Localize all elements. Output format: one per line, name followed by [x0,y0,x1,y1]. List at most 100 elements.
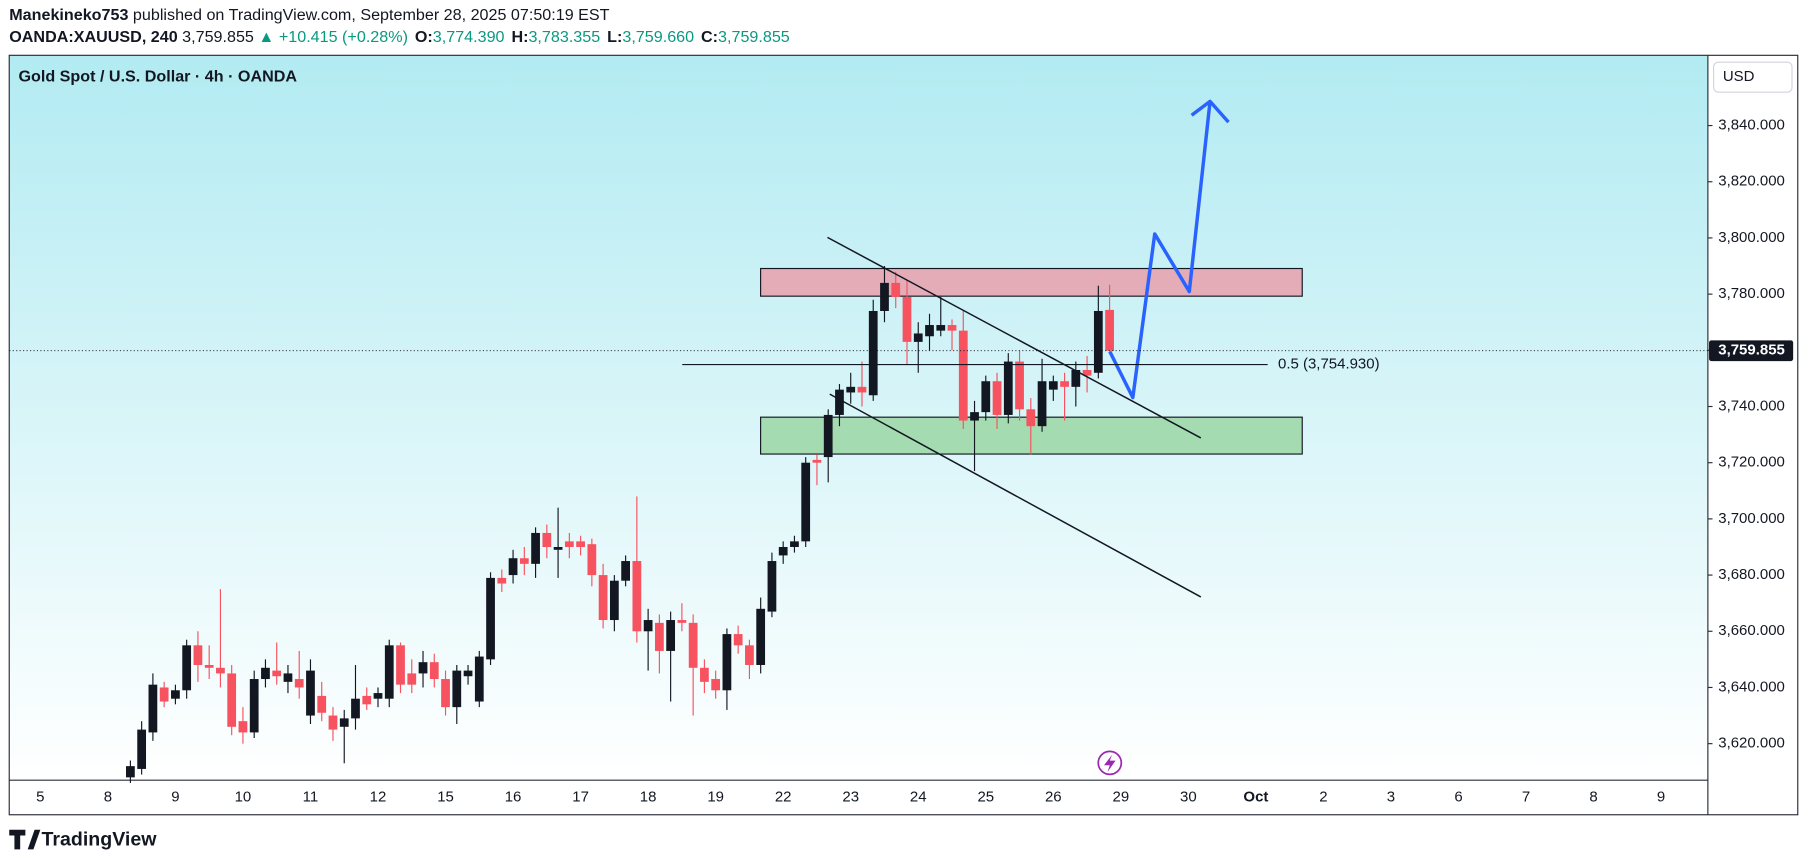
x-tick-label: 8 [1589,788,1597,805]
candle-body [1071,369,1081,387]
candle-body [204,664,214,668]
candle-body [351,698,360,719]
published: published on TradingView.com, September … [133,6,610,24]
candle-body [294,679,304,688]
header-line-1: Manekineko753 published on TradingView.c… [9,6,609,24]
x-tick-label: 16 [505,788,522,805]
events-bolt [1104,754,1116,773]
candle-body [666,620,676,651]
candle-body [970,412,979,421]
x-tick-label: 3 [1387,788,1395,805]
author: Manekineko753 [9,6,128,24]
candle-body [790,541,799,547]
candle-body [835,389,844,415]
candle-body [429,662,439,680]
candle-body [857,386,867,393]
candle-body [396,645,405,685]
y-tick-label: 3,620.000 [1718,735,1785,752]
ohlc-key: L: [607,28,622,46]
candle-body [880,282,889,311]
x-tick-label: 9 [1657,788,1665,805]
candle-body [137,729,147,769]
candle-body [328,715,338,730]
x-tick-label: 6 [1454,788,1462,805]
candle-body [373,693,383,699]
candle-body [609,580,619,621]
candle-body [767,561,777,612]
candle-body [441,679,450,708]
candle-body [756,608,766,665]
candle-body [823,414,833,458]
candle-body [1082,369,1092,376]
projection-arrowhead [1190,99,1230,124]
x-tick-label: 8 [104,788,112,805]
currency[interactable]: USD [1723,68,1755,85]
x-tick-label: 23 [842,788,859,805]
chart-frame [8,54,1799,816]
candle-body [576,541,585,547]
candle-body [497,577,507,584]
candle-body [384,645,394,699]
x-tick-label: 11 [303,788,319,805]
candle-body [1048,381,1058,390]
brand: TradingView [42,828,158,850]
candle-body [1105,309,1114,351]
candle-body [283,673,293,682]
candle-body [677,620,687,623]
candle-body [688,622,698,668]
candle-body [801,462,811,542]
candle-body [958,330,968,421]
candle-body [891,282,901,297]
candle-body [902,296,912,342]
candle-body [587,544,597,576]
candle-body [1026,409,1036,427]
last-price-label: 3,759.855 [1718,342,1785,359]
candle-body [1060,381,1069,387]
y-tick-label: 3,820.000 [1718,173,1785,190]
events-icon[interactable] [1097,750,1123,776]
y-tick-label: 3,660.000 [1718,622,1785,639]
candle-body [339,718,349,727]
candle-body [159,687,169,702]
ohlc-key: O: [415,28,433,46]
candle-body [486,577,495,660]
x-tick-label: 15 [437,788,454,805]
x-tick-label: 19 [707,788,724,805]
x-tick-label: 18 [640,788,657,805]
candle-body [778,546,788,556]
candles [126,266,1114,783]
y-tick-label: 3,720.000 [1718,454,1785,471]
candle-body [474,656,484,702]
candle-body [238,721,248,733]
ohlc-key: C: [701,28,718,46]
candle-body [531,532,540,564]
candle-body [643,620,653,632]
candle-body [1093,310,1103,373]
candle-body [227,673,237,727]
candle-body [126,766,135,778]
currency-button[interactable] [1713,61,1793,93]
x-tick-label: 9 [171,788,179,805]
y-tick-label: 3,700.000 [1718,510,1785,527]
candle-body [508,558,518,576]
candle-body [407,673,417,685]
change: ▲ +10.415 (+0.28%) [258,28,408,46]
last: 3,759.855 [182,28,254,46]
candle-body [171,690,180,699]
ohlc-value: 3,783.355 [528,28,600,46]
candle-body [182,645,192,691]
candle-body [655,622,664,651]
ohlc-key: H: [511,28,528,46]
candle-body [193,645,203,665]
candle-body [306,670,315,716]
candle-body [452,670,462,708]
candle-body [418,662,428,674]
x-tick-label: 26 [1045,788,1062,805]
candle-body [621,561,630,581]
candle-body [992,381,1002,415]
x-tick-label: 7 [1522,788,1530,805]
candle-body [362,695,372,705]
candle-body [272,670,282,677]
